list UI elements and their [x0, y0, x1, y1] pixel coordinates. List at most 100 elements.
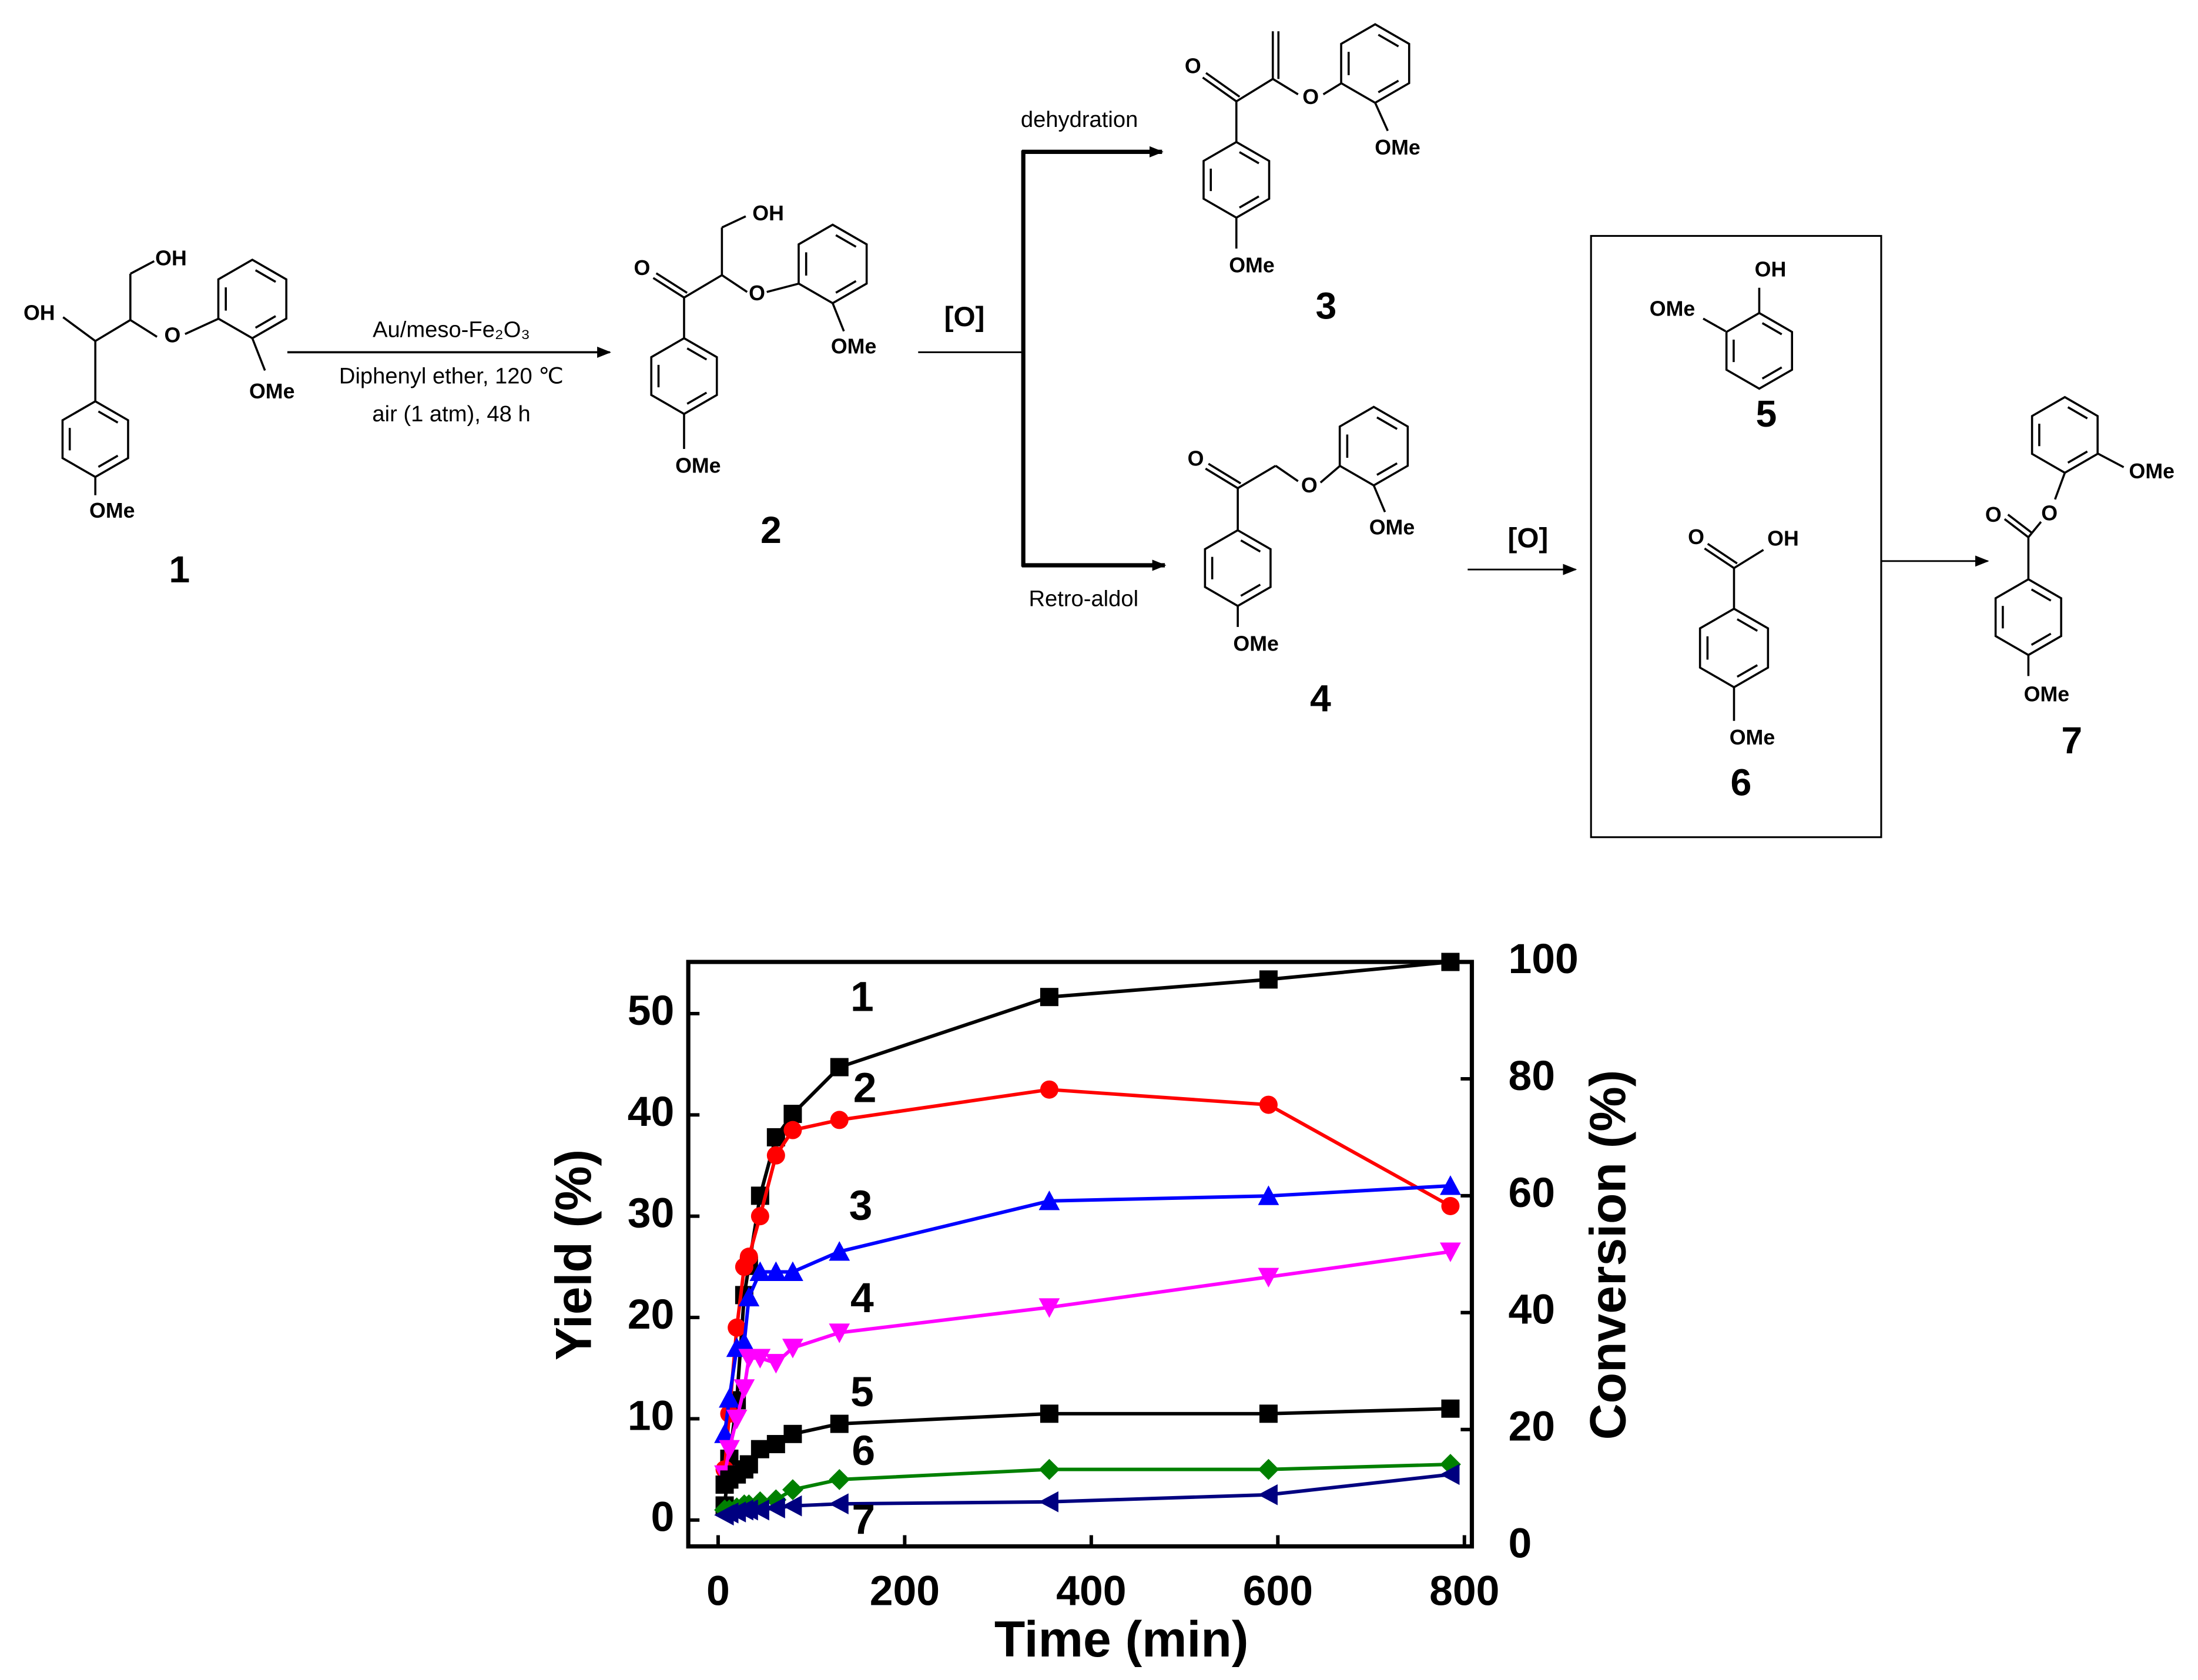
marker — [738, 1499, 758, 1521]
compound-number: 5 — [1755, 393, 1777, 435]
bond — [652, 277, 685, 299]
ring — [1204, 529, 1272, 608]
marker — [719, 1388, 740, 1408]
bond — [1237, 465, 1276, 489]
x-tick-label: 600 — [1243, 1568, 1313, 1615]
bond — [835, 234, 857, 248]
bond — [721, 215, 746, 229]
atom-label: O — [1301, 474, 1318, 497]
bond — [2028, 521, 2042, 538]
marker — [829, 1493, 849, 1515]
bond — [686, 347, 708, 361]
marker — [1441, 953, 1460, 971]
atom-label: O — [1188, 447, 1204, 471]
bond — [1378, 33, 1399, 48]
bond — [1707, 542, 1738, 565]
bond — [686, 391, 708, 405]
compound-number: 2 — [760, 509, 782, 551]
marker — [714, 1423, 735, 1443]
y-tick-label: 40 — [628, 1088, 675, 1135]
y2-tick-label: 20 — [1508, 1403, 1555, 1450]
atom-label: O — [1985, 503, 2002, 527]
y-tick-label: 0 — [651, 1494, 674, 1541]
bond — [766, 282, 800, 293]
path-label: Retro-aldol — [1028, 586, 1138, 612]
y2-tick-label: 0 — [1508, 1520, 1532, 1567]
marker — [733, 1379, 755, 1399]
bond — [251, 337, 266, 371]
bond — [1378, 79, 1399, 93]
compound-number: 7 — [2061, 719, 2082, 762]
ring — [1202, 140, 1271, 219]
marker — [719, 1440, 740, 1460]
product-box — [1590, 234, 1882, 839]
atom-label: O — [749, 281, 765, 305]
marker — [1040, 1080, 1058, 1099]
compound: OH OMe 5 — [1650, 258, 1793, 435]
marker — [1259, 1404, 1278, 1423]
bond — [254, 315, 276, 329]
atom-label: OH — [24, 301, 55, 325]
series-label: 3 — [849, 1182, 873, 1229]
atom-label: OMe — [1375, 136, 1420, 159]
scheme-arrows — [287, 146, 1989, 839]
ring — [1698, 607, 1770, 689]
atom-label: OH — [752, 202, 784, 225]
marker — [829, 1323, 850, 1343]
marker — [1259, 970, 1278, 989]
x-tick-label: 400 — [1056, 1568, 1126, 1615]
y2-tick-label: 80 — [1508, 1052, 1555, 1099]
bond — [1208, 462, 1242, 485]
atom-label: OMe — [2129, 460, 2175, 483]
compound-number: 1 — [169, 548, 190, 591]
atom-label: OMe — [249, 380, 295, 403]
bond — [1239, 195, 1259, 209]
marker — [1258, 1185, 1279, 1205]
atom-label: OMe — [1229, 253, 1275, 277]
bond — [721, 274, 748, 293]
bond — [2031, 588, 2052, 602]
marker — [749, 1349, 771, 1369]
path-label: dehydration — [1021, 107, 1138, 132]
bond — [62, 316, 96, 342]
atom-label: OH — [1755, 258, 1787, 281]
series-label: 5 — [850, 1369, 874, 1416]
bond — [1319, 465, 1341, 484]
bond — [2096, 452, 2125, 468]
bond — [1704, 547, 1735, 569]
compound-number: 6 — [1731, 761, 1752, 803]
bond — [1275, 465, 1299, 482]
bond — [1239, 151, 1259, 165]
atom-label: O — [1688, 525, 1704, 549]
bond — [1240, 584, 1261, 597]
marker — [750, 1207, 769, 1226]
bond — [1322, 82, 1342, 96]
marker — [765, 1497, 785, 1519]
bond — [2003, 518, 2029, 538]
atom-label: OMe — [1730, 726, 1775, 749]
atom-label: O — [1302, 85, 1319, 109]
y2-tick-label: 40 — [1508, 1286, 1555, 1333]
marker — [830, 1414, 849, 1433]
oxidant: [O] — [944, 301, 985, 333]
marker — [783, 1424, 802, 1443]
marker — [1258, 1267, 1279, 1288]
marker — [1038, 1298, 1060, 1318]
series-line — [723, 1183, 1451, 1434]
bond — [129, 260, 155, 275]
compound: O O OMe OMe 4 — [1188, 405, 1415, 719]
bond — [1372, 485, 1386, 513]
atom-label: OMe — [2024, 682, 2070, 706]
reagent: air (1 atm), 48 h — [372, 401, 530, 427]
bond — [98, 454, 119, 468]
atom-label: OMe — [1369, 515, 1415, 539]
marker — [728, 1318, 746, 1337]
atom-label: OMe — [831, 335, 877, 358]
reagent: Au/meso-Fe₂O₃ — [373, 317, 530, 343]
bond — [2007, 514, 2033, 534]
bond — [1761, 366, 1782, 380]
marker — [1038, 1491, 1058, 1513]
y-axis-title: Yield (%) — [545, 1149, 602, 1360]
series-label: 4 — [850, 1275, 874, 1322]
bond — [185, 317, 219, 336]
